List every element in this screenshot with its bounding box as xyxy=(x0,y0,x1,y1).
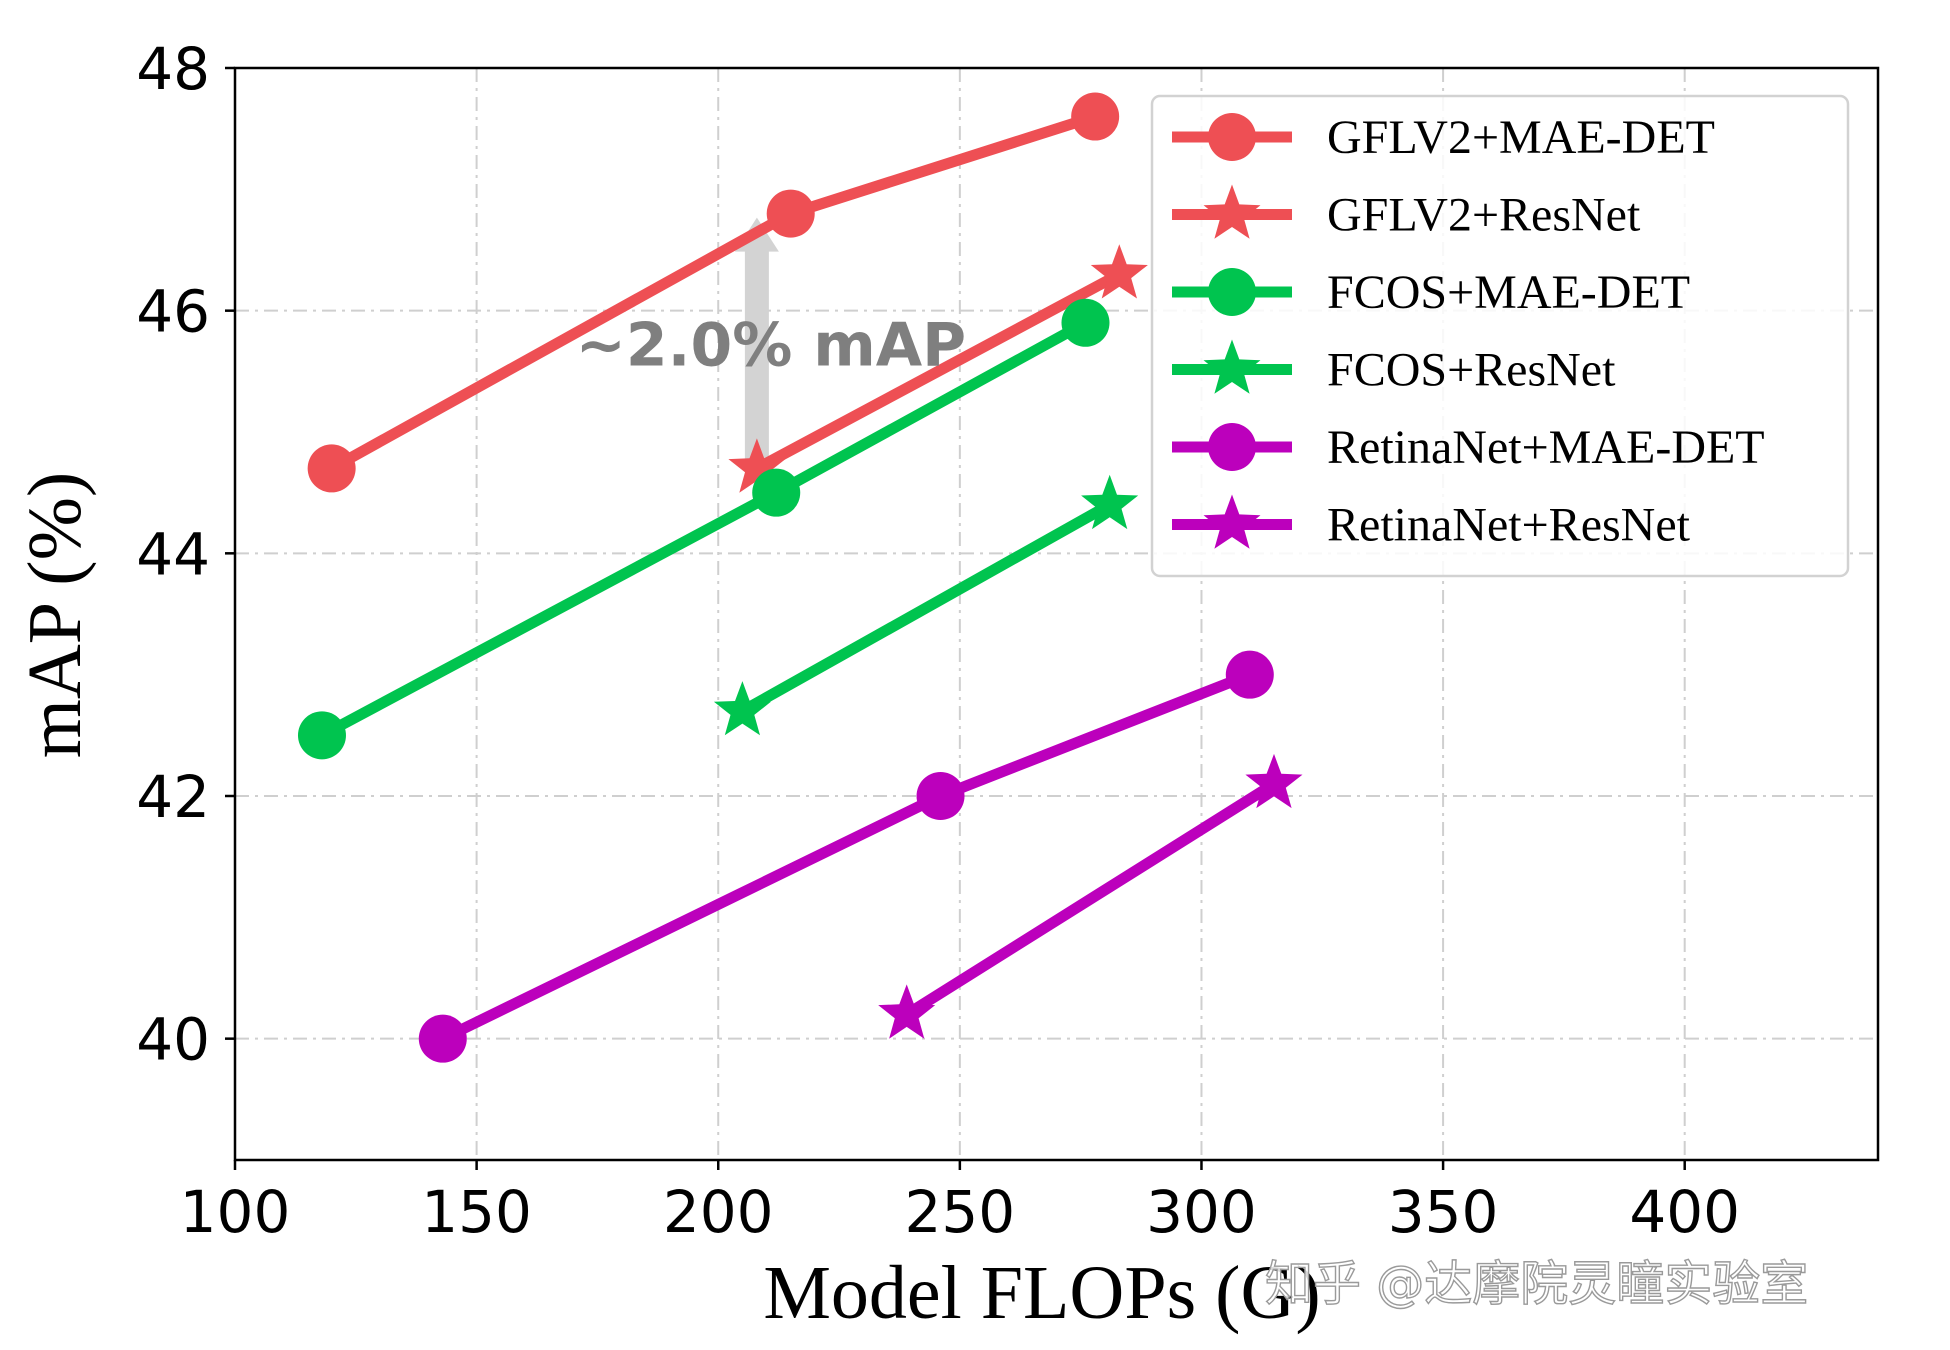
gain-annotation-label: ~2.0% mAP xyxy=(576,310,967,380)
data-point xyxy=(878,984,936,1039)
series-line xyxy=(437,669,1256,1045)
y-axis-title: mAP (%) xyxy=(13,472,97,758)
data-point xyxy=(1245,753,1303,809)
series-layer xyxy=(297,92,1303,1063)
x-tick-label: 350 xyxy=(1388,1178,1499,1246)
ticks-layer: 100 150 200 250 300 350 400 40 42 44 46 48 xyxy=(136,35,1740,1246)
data-point xyxy=(1081,474,1139,530)
x-tick-label: 250 xyxy=(904,1178,1015,1246)
plot-frame xyxy=(233,66,1880,1162)
legend-marker xyxy=(1203,494,1261,549)
data-point xyxy=(766,189,815,238)
x-tick-label: 100 xyxy=(180,1178,291,1246)
legend-entry: FCOS+MAE-DET xyxy=(1172,266,1690,319)
data-point xyxy=(1061,298,1110,347)
legend-label: FCOS+MAE-DET xyxy=(1327,266,1690,319)
series-gflv2-mae-det xyxy=(307,92,1120,493)
y-tick-label: 46 xyxy=(136,278,210,346)
data-point xyxy=(297,711,346,760)
data-point xyxy=(1071,92,1120,141)
series-line xyxy=(316,317,1091,741)
legend-entry: RetinaNet+ResNet xyxy=(1172,494,1691,552)
legend-entry: GFLV2+ResNet xyxy=(1172,184,1641,242)
data-point xyxy=(728,438,786,493)
legend-marker xyxy=(1208,113,1256,161)
legend-label: RetinaNet+MAE-DET xyxy=(1327,421,1765,474)
series-gflv2-resnet xyxy=(728,244,1148,493)
legend: GFLV2+MAE-DET GFLV2+ResNet FCOS+MAE-DET FCO… xyxy=(1150,94,1850,578)
legend-label: GFLV2+MAE-DET xyxy=(1327,111,1715,164)
legend-marker xyxy=(1208,268,1256,316)
data-point xyxy=(418,1014,467,1063)
data-point xyxy=(713,681,771,736)
data-point xyxy=(916,772,965,820)
data-point xyxy=(1090,244,1148,299)
series-line xyxy=(736,499,1116,717)
x-axis-title: Model FLOPs (G) xyxy=(763,1251,1320,1335)
legend-marker xyxy=(1203,339,1261,394)
y-tick-label: 48 xyxy=(136,35,210,103)
series-retinanet-resnet xyxy=(878,753,1303,1039)
legend-label: GFLV2+ResNet xyxy=(1327,189,1641,242)
data-point xyxy=(307,444,356,493)
x-tick-label: 400 xyxy=(1629,1178,1740,1246)
y-tick-label: 42 xyxy=(136,763,210,831)
legend-entry: FCOS+ResNet xyxy=(1172,339,1616,397)
x-tick-label: 200 xyxy=(663,1178,774,1246)
series-fcos-mae-det xyxy=(297,298,1110,760)
y-tick-label: 40 xyxy=(136,1006,210,1074)
y-tick-label: 44 xyxy=(136,520,210,588)
data-point xyxy=(752,468,801,517)
legend-entry: GFLV2+MAE-DET xyxy=(1172,111,1715,164)
x-tick-label: 300 xyxy=(1146,1178,1257,1246)
legend-label: RetinaNet+ResNet xyxy=(1327,499,1691,552)
watermark: 知乎 @达摩院灵瞳实验室 xyxy=(1265,1256,1808,1312)
legend-marker xyxy=(1203,184,1261,239)
data-point xyxy=(1225,650,1274,699)
legend-box xyxy=(1150,94,1850,578)
series-line xyxy=(326,111,1101,474)
series-fcos-resnet xyxy=(713,474,1139,736)
series-line xyxy=(901,778,1280,1020)
series-retinanet-mae-det xyxy=(418,650,1274,1063)
x-tick-label: 150 xyxy=(421,1178,532,1246)
series-line xyxy=(751,268,1125,474)
legend-entry: RetinaNet+MAE-DET xyxy=(1172,421,1765,474)
legend-label: FCOS+ResNet xyxy=(1327,344,1616,397)
legend-marker xyxy=(1208,423,1256,471)
